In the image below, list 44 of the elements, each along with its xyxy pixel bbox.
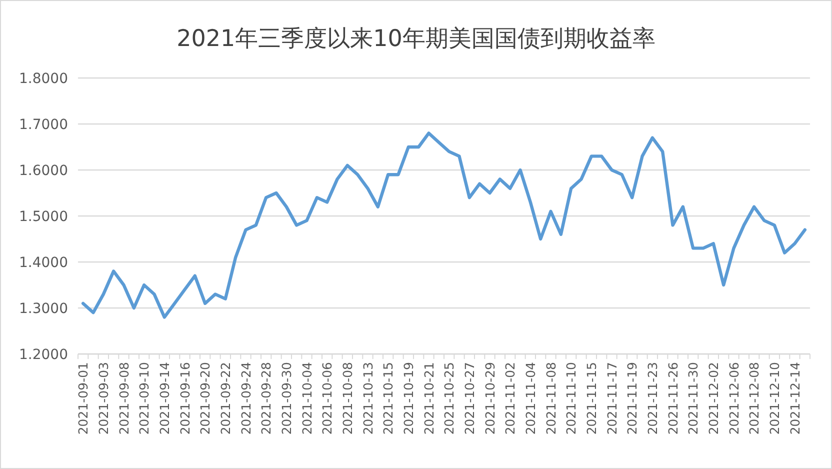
x-tick-label: 2021-10-19	[400, 362, 416, 435]
x-tick-label: 2021-11-26	[665, 362, 680, 435]
x-tick-label: 2021-09-20	[198, 362, 213, 435]
y-tick-label: 1.7000	[19, 117, 68, 133]
x-tick-label: 2021-10-15	[380, 362, 396, 435]
x-tick-label: 2021-09-16	[177, 362, 192, 435]
y-tick-label: 1.6000	[19, 163, 68, 179]
x-tick-label: 2021-09-08	[116, 362, 132, 435]
x-tick-label: 2021-11-17	[604, 362, 620, 435]
x-tick-label: 2021-09-03	[96, 362, 111, 435]
x-tick-label: 2021-11-02	[502, 362, 518, 435]
y-tick-label: 1.8000	[19, 71, 68, 87]
x-tick-label: 2021-09-10	[136, 362, 152, 435]
x-tick-label: 2021-10-29	[482, 362, 498, 435]
x-tick-label: 2021-09-14	[156, 362, 172, 435]
x-tick-label: 2021-11-04	[522, 362, 538, 435]
x-tick-label: 2021-09-01	[76, 362, 91, 435]
x-tick-label: 2021-12-14	[787, 362, 802, 435]
y-tick-label: 1.4000	[19, 255, 68, 271]
x-tick-label: 2021-10-27	[462, 362, 477, 435]
title: 2021年三季度以来10年期美国国债到期收益率	[176, 26, 656, 52]
x-tick-label: 2021-11-19	[624, 362, 640, 435]
x-tick-label: 2021-12-06	[726, 362, 742, 435]
x-tick-label: 2021-10-04	[299, 362, 314, 435]
x-tick-label: 2021-10-13	[360, 362, 376, 435]
x-tick-label: 2021-12-02	[706, 362, 721, 435]
y-tick-label: 1.2000	[19, 347, 68, 363]
x-tick-label: 2021-09-28	[258, 362, 274, 435]
y-tick-label: 1.5000	[19, 209, 68, 225]
x-tick-label: 2021-11-30	[686, 362, 701, 435]
x-tick-label: 2021-10-25	[442, 362, 457, 435]
x-tick-label: 2021-10-21	[421, 362, 436, 435]
x-tick-label: 2021-11-23	[644, 362, 660, 435]
x-tick-label: 2021-11-15	[584, 362, 599, 435]
x-tick-label: 2021-10-06	[320, 362, 335, 435]
x-tick-label: 2021-09-30	[278, 362, 294, 435]
x-tick-label: 2021-09-24	[238, 362, 254, 435]
x-tick-label: 2021-12-08	[746, 362, 762, 435]
x-tick-label: 2021-10-08	[340, 362, 355, 435]
x-tick-label: 2021-09-22	[218, 362, 233, 435]
x-tick-label: 2021-12-10	[766, 362, 782, 435]
x-tick-label: 2021-11-10	[564, 362, 579, 435]
x-tick-label: 2021-11-08	[543, 362, 558, 435]
y-tick-label: 1.3000	[19, 301, 68, 317]
